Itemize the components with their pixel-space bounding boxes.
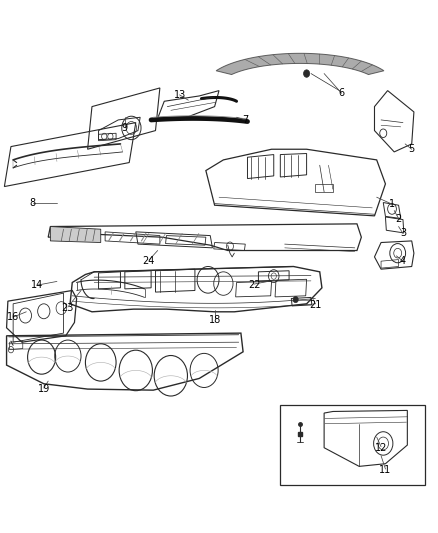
Text: 7: 7 (242, 115, 248, 125)
Text: 2: 2 (396, 214, 402, 223)
Circle shape (293, 296, 298, 303)
Text: 5: 5 (409, 144, 415, 154)
Text: 3: 3 (400, 229, 406, 238)
FancyBboxPatch shape (280, 405, 425, 485)
Text: 18: 18 (208, 315, 221, 325)
Text: 8: 8 (30, 198, 36, 207)
Text: 11: 11 (379, 465, 392, 475)
Text: 4: 4 (400, 256, 406, 266)
Text: 21: 21 (309, 300, 321, 310)
Text: 6: 6 (339, 88, 345, 98)
Text: 23: 23 (62, 303, 74, 313)
Circle shape (304, 70, 310, 77)
Text: 16: 16 (7, 312, 19, 322)
Text: 22: 22 (248, 280, 260, 290)
Text: 24: 24 (143, 256, 155, 266)
Text: 19: 19 (38, 384, 50, 394)
Text: 14: 14 (31, 280, 43, 290)
Polygon shape (50, 227, 101, 243)
Polygon shape (216, 53, 384, 75)
Text: 12: 12 (375, 443, 387, 453)
Text: 1: 1 (389, 199, 395, 209)
Text: 13: 13 (173, 90, 186, 100)
Text: 9: 9 (122, 123, 128, 133)
